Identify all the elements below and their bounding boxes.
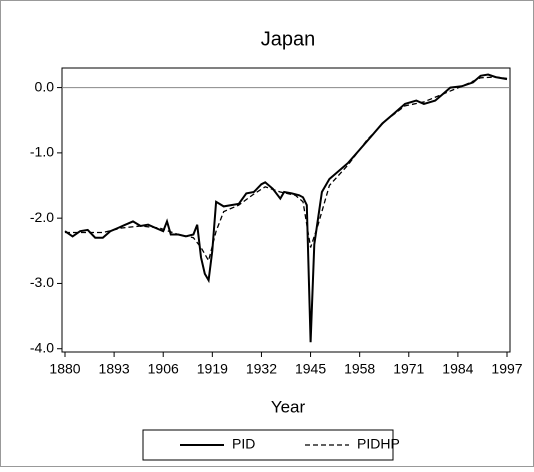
plot-area [61,67,511,353]
x-tick-label: 1919 [197,361,228,377]
x-tick-label: 1932 [246,361,277,377]
x-tick-label: 1906 [148,361,179,377]
y-tick-label: 0.0 [35,78,55,94]
x-tick-label: 1880 [49,361,80,377]
x-tick-label: 1893 [99,361,130,377]
y-tick-label: -3.0 [30,274,54,290]
x-axis-label: Year [271,397,306,416]
y-tick-label: -1.0 [30,144,54,160]
x-tick-label: 1958 [344,361,375,377]
x-tick-label: 1984 [442,361,473,377]
series-line [65,76,508,263]
x-tick-label: 1971 [393,361,424,377]
x-tick-label: 1997 [491,361,522,377]
legend-label: PID [232,436,255,452]
series-line [64,73,508,343]
chart-title: Japan [261,28,316,50]
y-tick-label: -2.0 [30,209,54,225]
y-tick-label: -4.0 [30,339,54,355]
x-tick-label: 1945 [295,361,326,377]
legend-label: PIDHP [357,436,400,452]
